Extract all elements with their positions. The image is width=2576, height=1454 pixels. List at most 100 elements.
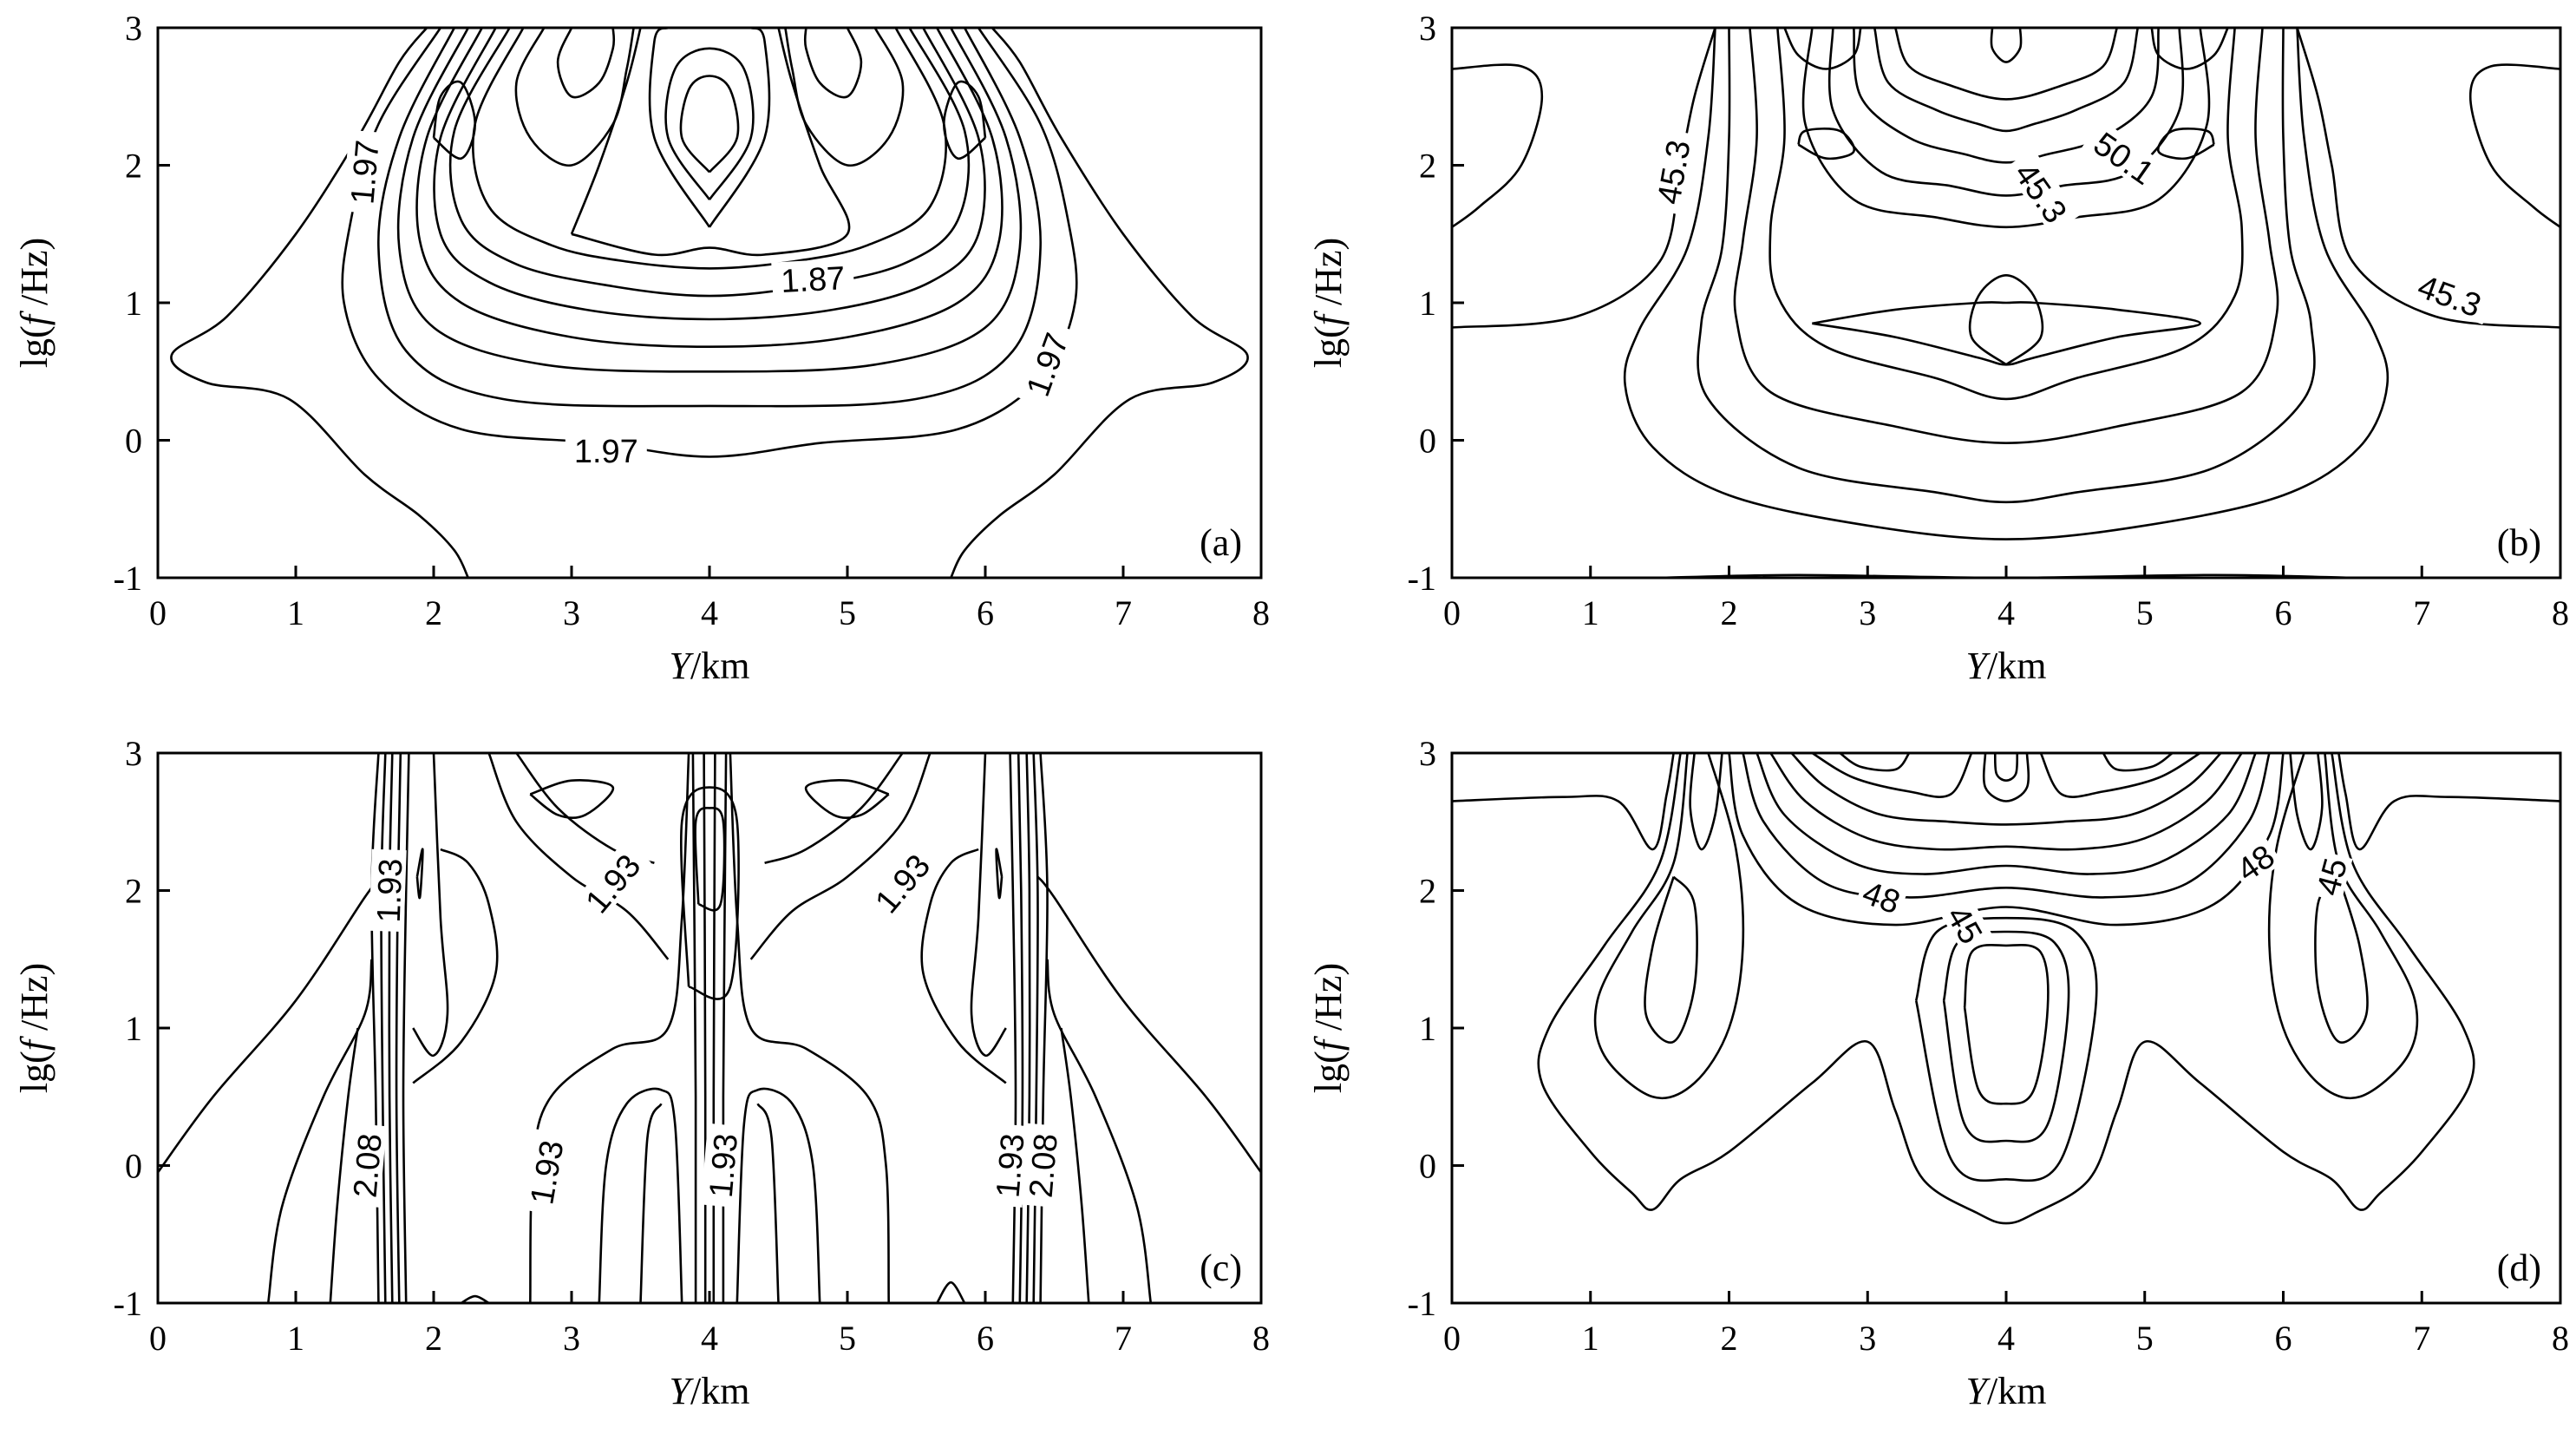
contour-line bbox=[1853, 28, 2160, 164]
x-tick-label: 7 bbox=[1115, 593, 1132, 632]
x-tick-label: 2 bbox=[1721, 593, 1738, 632]
x-tick-label: 4 bbox=[1997, 1319, 2015, 1358]
x-tick-label: 4 bbox=[701, 1319, 718, 1358]
y-tick-label: 0 bbox=[125, 1147, 142, 1186]
x-tick-label: 8 bbox=[1252, 1319, 1270, 1358]
y-tick-label: 3 bbox=[125, 9, 142, 48]
contour-line bbox=[995, 848, 1004, 900]
contour-line bbox=[1039, 753, 1049, 1303]
contour-label: 1.93 bbox=[700, 1123, 745, 1208]
contour-line bbox=[1697, 28, 2316, 504]
contour-label: 1.97 bbox=[342, 129, 387, 214]
x-tick-label: 6 bbox=[2275, 1319, 2292, 1358]
contour-line bbox=[1452, 63, 1544, 228]
contour-line bbox=[571, 28, 851, 257]
contour-line bbox=[1046, 959, 1153, 1303]
contour-line bbox=[1452, 28, 1716, 329]
y-tick-label: 2 bbox=[125, 872, 142, 911]
contour-label: 1.97 bbox=[1015, 319, 1076, 409]
contour-line bbox=[2289, 753, 2324, 851]
contour-line bbox=[1893, 28, 2119, 101]
contour-line bbox=[514, 28, 635, 167]
contour-line bbox=[648, 28, 711, 228]
contour-line bbox=[1452, 753, 1675, 851]
axes-frame bbox=[156, 26, 1263, 580]
contour-line bbox=[396, 28, 1023, 373]
contour-line bbox=[2267, 753, 2419, 1100]
y-tick-label: -1 bbox=[1408, 1284, 1436, 1323]
y-tick-label: 1 bbox=[1419, 284, 1436, 323]
x-tick-label: 3 bbox=[1859, 593, 1876, 632]
contour-label-text: 48 bbox=[2231, 838, 2282, 889]
contour-line bbox=[412, 848, 499, 1084]
contour-label: 45.3 bbox=[2405, 264, 2494, 324]
x-tick-label: 1 bbox=[287, 1319, 304, 1358]
contour-line bbox=[433, 28, 986, 321]
contour-label-text: 2.08 bbox=[1023, 1132, 1065, 1199]
panel-a: 1.971.871.971.970 1 2 3 4 5 6 7 8-10123Y/kmlg(f … bbox=[13, 9, 1270, 687]
contour-line bbox=[2296, 28, 2560, 329]
contour-line bbox=[1811, 753, 1973, 798]
contour-label-text: 1.87 bbox=[780, 260, 846, 300]
axes-frame bbox=[1450, 751, 2562, 1305]
x-tick-label: 0 bbox=[1443, 593, 1461, 632]
x-tick-label: 6 bbox=[2275, 593, 2292, 632]
contour-line bbox=[395, 753, 402, 1303]
contour-line bbox=[1839, 753, 1911, 772]
panel-label: (d) bbox=[2497, 1247, 2541, 1289]
contour-line bbox=[329, 1027, 359, 1303]
x-tick-label: 2 bbox=[1721, 1319, 1738, 1358]
x-tick-label: 3 bbox=[1859, 1319, 1876, 1358]
x-tick-label: 1 bbox=[1582, 1319, 1599, 1358]
x-tick-label: 7 bbox=[2413, 1319, 2430, 1358]
contour-line bbox=[1733, 28, 2279, 445]
contour-label-text: 2.08 bbox=[348, 1132, 389, 1199]
contour-line bbox=[1017, 753, 1024, 1303]
y-tick-label: 0 bbox=[1419, 422, 1436, 461]
contour-line bbox=[370, 753, 380, 1303]
x-tick-label: 8 bbox=[2552, 593, 2569, 632]
contour-line bbox=[691, 753, 697, 1303]
contour-line bbox=[708, 28, 771, 228]
x-tick-label: 3 bbox=[563, 593, 580, 632]
contour-label-text: 45.3 bbox=[1651, 138, 1697, 207]
contour-line bbox=[598, 1087, 683, 1303]
x-tick-label: 4 bbox=[1997, 593, 2015, 632]
contour-label-text: 45 bbox=[1939, 901, 1989, 951]
contour-line bbox=[1873, 28, 2140, 133]
contour-lines bbox=[170, 28, 1249, 578]
x-tick-label: 8 bbox=[2552, 1319, 2569, 1358]
contour-label: 1.93 bbox=[572, 840, 651, 926]
contour-line bbox=[377, 28, 1042, 408]
contour-line bbox=[388, 753, 394, 1303]
x-tick-label: 0 bbox=[149, 593, 167, 632]
y-axis-label: lg(f /Hz) bbox=[1307, 963, 1350, 1093]
contour-label: 50.1 bbox=[2081, 119, 2168, 195]
contour-line bbox=[679, 75, 740, 174]
y-tick-label: 0 bbox=[125, 422, 142, 461]
contour-line bbox=[1982, 753, 2030, 802]
contour-line bbox=[1025, 753, 1031, 1303]
contour-line bbox=[942, 80, 987, 160]
y-tick-label: 2 bbox=[1419, 147, 1436, 186]
contour-label: 2.08 bbox=[1020, 1123, 1065, 1208]
contour-line bbox=[803, 28, 863, 99]
x-axis-label: Y/km bbox=[670, 1370, 750, 1412]
contour-line bbox=[712, 753, 716, 1303]
contour-label-text: 1.93 bbox=[703, 1132, 745, 1199]
contour-line bbox=[694, 806, 726, 912]
panel-c: 1.93 1.93 1.932.08 1.93 1.93 1.932.080 1 2 3 4 5 6 7… bbox=[13, 734, 1270, 1412]
contour-line bbox=[664, 47, 755, 200]
contour-line bbox=[1036, 875, 1261, 1174]
contour-label-text: 1.97 bbox=[574, 434, 638, 470]
contour-line bbox=[729, 753, 890, 1303]
contour-label: 45 bbox=[2307, 849, 2355, 903]
contour-line bbox=[570, 28, 642, 235]
x-tick-label: 7 bbox=[2413, 593, 2430, 632]
contour-line bbox=[756, 1103, 780, 1303]
panel-label: (c) bbox=[1200, 1247, 1242, 1289]
x-tick-label: 5 bbox=[2136, 1319, 2154, 1358]
contour-line bbox=[415, 28, 1004, 349]
